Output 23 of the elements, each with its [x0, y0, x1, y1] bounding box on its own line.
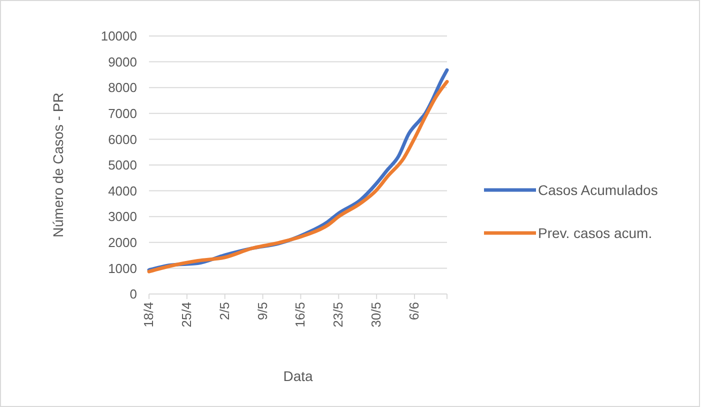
x-tick-label: 23/5	[330, 302, 346, 328]
y-tick-label: 6000	[108, 132, 137, 147]
legend-label: Casos Acumulados	[538, 182, 658, 198]
y-tick-label: 1000	[108, 260, 137, 276]
legend-label: Prev. casos acum.	[538, 224, 652, 241]
x-tick-label: 2/5	[216, 302, 232, 320]
y-tick-label: 8000	[108, 80, 137, 96]
y-tick-label: 3000	[108, 209, 137, 224]
y-tick-label: 4000	[108, 183, 137, 198]
x-tick-label: 25/4	[178, 302, 194, 328]
y-axis-title: Número de Casos - PR	[50, 92, 66, 238]
y-tick-label: 7000	[108, 106, 137, 121]
x-tick-label: 16/5	[292, 302, 308, 328]
x-tick-label: 30/5	[368, 302, 384, 328]
y-tick-label: 10000	[100, 28, 137, 44]
x-tick-label: 18/4	[141, 302, 156, 328]
y-tick-label: 5000	[108, 158, 137, 173]
y-tick-label: 9000	[108, 54, 137, 70]
x-tick-label: 9/5	[254, 302, 270, 320]
y-tick-label: 2000	[108, 234, 137, 250]
x-axis-title: Data	[283, 368, 313, 384]
x-tick-label: 6/6	[406, 302, 422, 320]
y-tick-label: 0	[130, 286, 137, 302]
